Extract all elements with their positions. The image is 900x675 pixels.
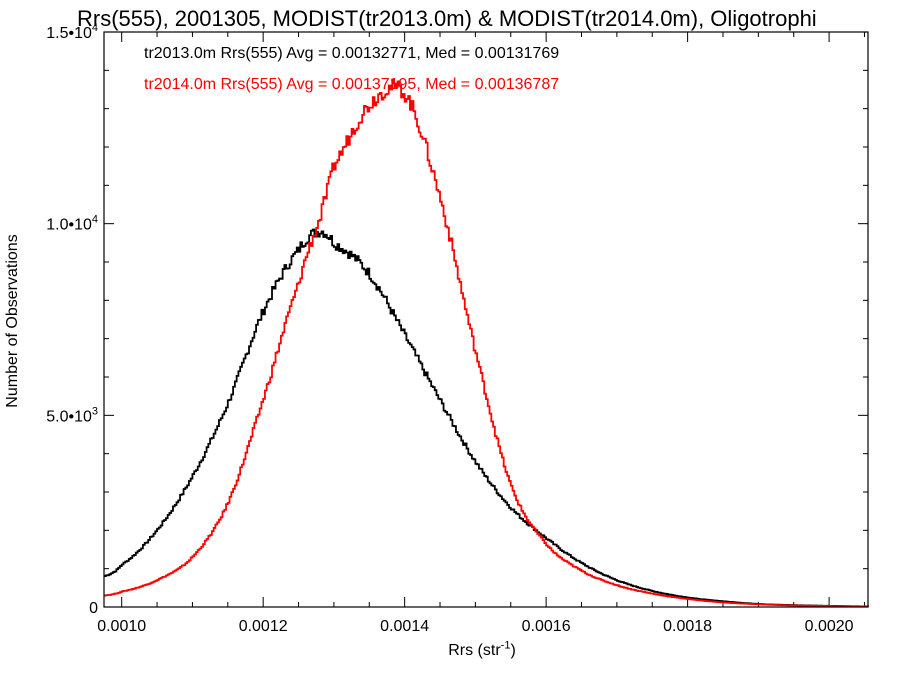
x-axis-label-superscript: -1 — [500, 640, 511, 652]
x-axis-label-text: Rrs (str — [448, 642, 501, 660]
series-line-tr2013 — [104, 228, 869, 608]
y-axis-label: Number of Observations — [4, 234, 21, 408]
x-tick-label: 0.0018 — [663, 618, 712, 635]
y-tick-label: 5.0•103 — [46, 405, 98, 425]
y-tick-label: 1.5•104 — [46, 22, 98, 42]
x-axis-label: Rrs (str-1) — [0, 640, 900, 660]
x-tick-label: 0.0012 — [239, 618, 288, 635]
x-tick-label: 0.0014 — [380, 618, 429, 635]
y-tick-label: 0 — [89, 600, 98, 617]
chart-title: Rrs(555), 2001305, MODIST(tr2013.0m) & M… — [77, 6, 817, 31]
y-tick-label: 1.0•104 — [46, 214, 98, 234]
x-tick-label: 0.0020 — [805, 618, 854, 635]
legend-entry-tr2014: tr2014.0m Rrs(555) Avg = 0.00137195, Med… — [144, 76, 560, 93]
x-tick-label: 0.0016 — [522, 618, 571, 635]
x-tick-label: 0.0010 — [97, 618, 146, 635]
x-axis-label-end: ) — [510, 642, 516, 660]
series-line-tr2014 — [104, 78, 868, 608]
plot-frame — [103, 31, 869, 608]
legend-entry-tr2013: tr2013.0m Rrs(555) Avg = 0.00132771, Med… — [144, 45, 560, 62]
